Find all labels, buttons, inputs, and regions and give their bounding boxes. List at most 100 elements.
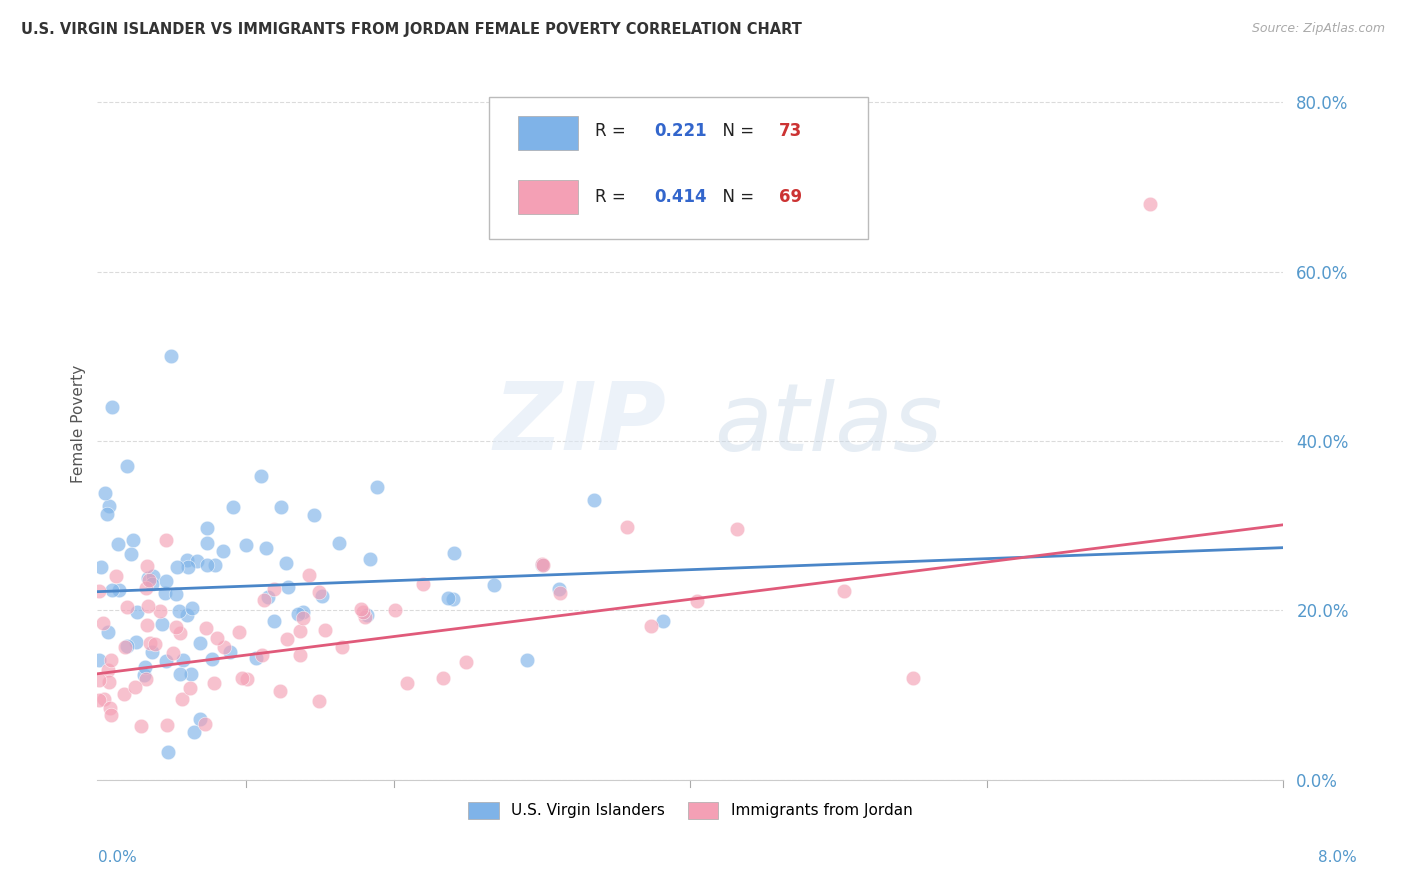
Point: [583, 492, 606, 507]
Point: [235, 538, 257, 552]
Point: [308, 694, 330, 708]
Point: [104, 569, 127, 583]
Text: R =: R =: [595, 122, 631, 140]
Point: [207, 631, 229, 645]
Point: [98, 675, 121, 690]
Point: [212, 640, 235, 654]
Point: [87, 653, 110, 667]
Point: [190, 636, 212, 650]
Point: [292, 605, 315, 619]
Point: [186, 554, 208, 568]
Point: [136, 559, 159, 574]
Point: [188, 712, 211, 726]
Point: [686, 594, 709, 608]
Point: [353, 609, 375, 624]
Text: 0.414: 0.414: [655, 187, 707, 205]
Point: [136, 571, 159, 585]
Point: [530, 558, 553, 573]
Point: [395, 676, 418, 690]
Point: [202, 675, 225, 690]
Text: 69: 69: [779, 187, 803, 205]
Point: [97, 625, 120, 640]
Text: N =: N =: [711, 187, 759, 205]
Point: [87, 693, 110, 707]
Point: [263, 614, 285, 628]
Point: [222, 500, 245, 514]
Point: [172, 692, 194, 706]
Point: [114, 640, 136, 654]
FancyBboxPatch shape: [519, 116, 578, 150]
Point: [254, 541, 277, 555]
Point: [330, 640, 353, 654]
Text: ZIP: ZIP: [494, 378, 666, 470]
Point: [252, 648, 274, 663]
Point: [155, 654, 177, 668]
Text: 0.0%: 0.0%: [98, 850, 138, 865]
Point: [177, 559, 200, 574]
Point: [901, 671, 924, 685]
Point: [183, 725, 205, 739]
Point: [441, 592, 464, 607]
Point: [91, 616, 114, 631]
Point: [120, 547, 142, 561]
Point: [236, 672, 259, 686]
Text: N =: N =: [711, 122, 759, 140]
Text: 8.0%: 8.0%: [1317, 850, 1357, 865]
Point: [165, 586, 187, 600]
Point: [125, 605, 148, 619]
Point: [98, 701, 121, 715]
Point: [169, 667, 191, 681]
Point: [87, 673, 110, 688]
Point: [101, 400, 124, 414]
Point: [516, 653, 538, 667]
Point: [135, 582, 157, 596]
Point: [359, 551, 381, 566]
Point: [115, 639, 138, 653]
Point: [219, 645, 242, 659]
Point: [652, 614, 675, 628]
Point: [176, 552, 198, 566]
Point: [135, 673, 157, 687]
Point: [263, 582, 285, 596]
Point: [276, 632, 298, 646]
Point: [550, 586, 572, 600]
Point: [197, 535, 219, 549]
Point: [112, 687, 135, 701]
Point: [269, 684, 291, 698]
Point: [134, 660, 156, 674]
FancyBboxPatch shape: [519, 180, 578, 214]
Point: [139, 635, 162, 649]
Point: [172, 653, 194, 667]
Point: [97, 663, 120, 677]
Point: [165, 620, 187, 634]
Point: [160, 349, 183, 363]
Point: [176, 607, 198, 622]
Point: [437, 591, 460, 605]
Point: [100, 652, 122, 666]
Point: [412, 576, 434, 591]
Point: [155, 574, 177, 588]
Point: [1139, 197, 1161, 211]
Point: [288, 624, 311, 638]
Point: [162, 647, 184, 661]
Point: [156, 717, 179, 731]
Point: [288, 648, 311, 662]
Point: [314, 624, 336, 638]
Point: [179, 681, 201, 696]
Point: [115, 459, 138, 474]
Text: Source: ZipAtlas.com: Source: ZipAtlas.com: [1251, 22, 1385, 36]
Point: [122, 533, 145, 547]
Point: [136, 599, 159, 614]
Point: [153, 586, 176, 600]
Point: [287, 607, 309, 621]
Point: [328, 536, 350, 550]
Point: [352, 606, 374, 620]
Point: [250, 469, 273, 483]
Point: [129, 719, 152, 733]
Legend: U.S. Virgin Islanders, Immigrants from Jordan: U.S. Virgin Islanders, Immigrants from J…: [463, 796, 918, 825]
Text: 73: 73: [779, 122, 803, 140]
Point: [136, 618, 159, 632]
Point: [90, 560, 112, 574]
Point: [194, 717, 217, 731]
Point: [308, 585, 330, 599]
